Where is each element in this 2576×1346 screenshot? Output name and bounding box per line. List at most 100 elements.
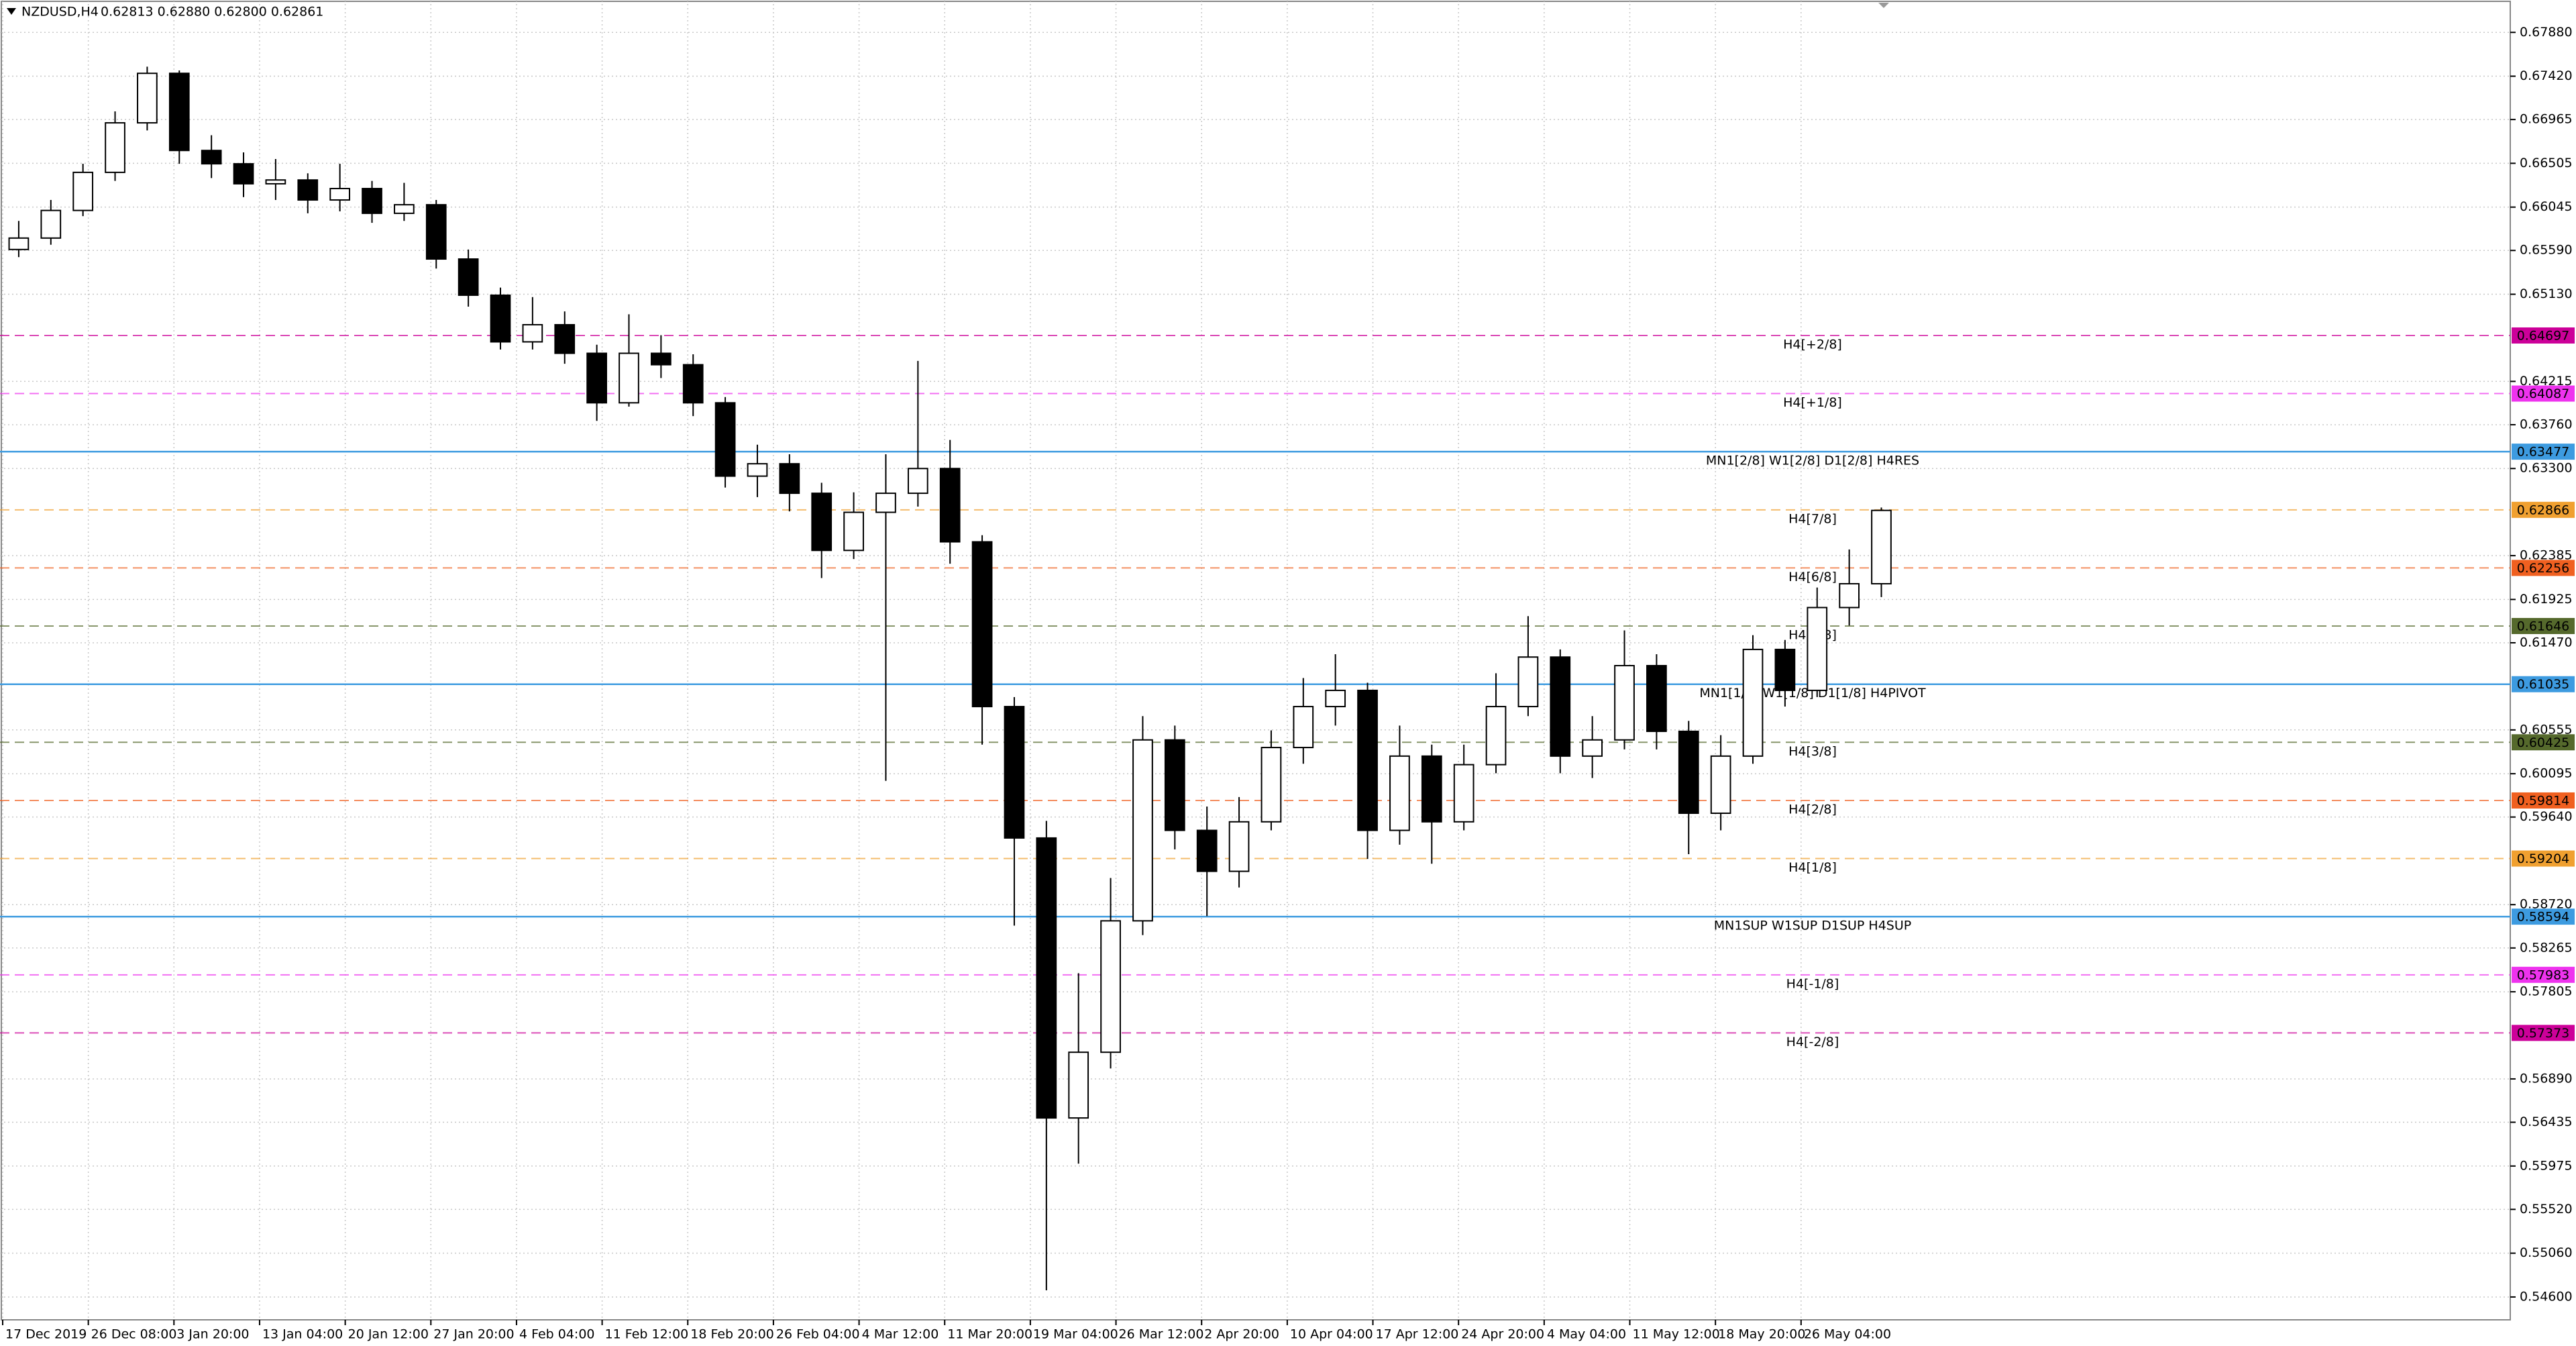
candle-body <box>1164 739 1185 831</box>
candle-body <box>1550 656 1571 757</box>
y-tick-label: 0.65130 <box>2520 287 2573 301</box>
candle-body <box>8 237 30 250</box>
x-tick-label: 13 Jan 04:00 <box>262 1327 343 1342</box>
y-tick-label: 0.55520 <box>2520 1202 2573 1216</box>
price-tag <box>2512 909 2575 925</box>
candle-body <box>1774 648 1796 691</box>
price-tag-label: 0.63477 <box>2517 445 2570 460</box>
x-tick-label: 20 Jan 12:00 <box>348 1327 429 1342</box>
candle-body <box>1710 755 1731 814</box>
price-tag-label: 0.64087 <box>2517 386 2570 401</box>
level-label: H4[7/8] <box>1788 511 1837 526</box>
price-tag-label: 0.57373 <box>2517 1026 2570 1041</box>
candle-body <box>1196 829 1218 872</box>
candle-body <box>779 463 800 495</box>
y-tick-label: 0.57805 <box>2520 984 2573 999</box>
grid <box>0 0 2510 1320</box>
candle-body <box>586 352 607 404</box>
price-tag-label: 0.59814 <box>2517 793 2570 808</box>
axes: 0.67880 0.67420 0.66965 0.66505 0.66045 0.655… <box>1 25 2575 1342</box>
y-tick-label: 0.61925 <box>2520 592 2573 607</box>
price-tag-label: 0.59204 <box>2517 851 2570 866</box>
y-tick-label: 0.58265 <box>2520 940 2573 955</box>
candle-body <box>1293 706 1314 749</box>
y-tick-label: 0.56890 <box>2520 1071 2573 1086</box>
y-tick-label: 0.63300 <box>2520 461 2573 476</box>
y-tick-label: 0.63760 <box>2520 417 2573 431</box>
x-tick-label: 27 Jan 20:00 <box>433 1327 514 1342</box>
price-tag <box>2512 444 2575 460</box>
chart-shift-marker[interactable] <box>1878 3 1889 8</box>
y-tick-label: 0.54600 <box>2520 1289 2573 1304</box>
candle-body <box>1614 665 1635 741</box>
y-tick-label: 0.65590 <box>2520 243 2573 258</box>
price-tag <box>2512 385 2575 402</box>
x-tick-label: 3 Jan 20:00 <box>176 1327 249 1342</box>
x-tick-label: 26 Dec 08:00 <box>91 1327 177 1342</box>
level-label: H4[-1/8] <box>1786 976 1839 991</box>
y-tick-label: 0.55060 <box>2520 1245 2573 1260</box>
y-tick-label: 0.60095 <box>2520 766 2573 781</box>
y-tick-label: 0.66045 <box>2520 199 2573 214</box>
y-tick-label: 0.55975 <box>2520 1158 2573 1173</box>
candles <box>8 66 1892 1291</box>
y-tick-label: 0.62385 <box>2520 548 2573 563</box>
level-label: H4[+2/8] <box>1783 337 1842 352</box>
price-tag-label: 0.57983 <box>2517 968 2570 982</box>
candle-body <box>907 468 928 495</box>
candle-body <box>747 463 768 477</box>
price-tag <box>2512 501 2575 518</box>
y-tick-label: 0.60555 <box>2520 722 2573 737</box>
candle-body <box>522 323 543 343</box>
x-tick-label: 4 May 04:00 <box>1547 1327 1626 1342</box>
x-tick-label: 17 Apr 12:00 <box>1376 1327 1459 1342</box>
y-tick-label: 0.66965 <box>2520 112 2573 127</box>
x-tick-label: 4 Feb 04:00 <box>519 1327 595 1342</box>
candle-body <box>1260 747 1282 823</box>
candle-body <box>233 163 254 185</box>
candle-body <box>1485 706 1507 766</box>
x-tick-label: 11 Mar 20:00 <box>947 1327 1032 1342</box>
y-tick-label: 0.56435 <box>2520 1115 2573 1129</box>
price-tag-label: 0.62256 <box>2517 561 2570 576</box>
price-tag-label: 0.61035 <box>2517 677 2570 692</box>
candle-body <box>265 179 286 185</box>
candle-body <box>1100 920 1121 1053</box>
candle-body <box>425 204 447 260</box>
price-tag-label: 0.60425 <box>2517 735 2570 750</box>
x-tick-label: 18 Feb 20:00 <box>690 1327 774 1342</box>
x-tick-label: 18 May 20:00 <box>1718 1327 1805 1342</box>
candle-body <box>1389 755 1410 831</box>
level-label: MN1SUP W1SUP D1SUP H4SUP <box>1714 919 1911 933</box>
symbol-menu-icon[interactable] <box>7 8 16 15</box>
candle-body <box>297 179 319 201</box>
candle-body <box>137 72 158 124</box>
level-label: MN1[2/8] W1[2/8] D1[2/8] H4RES <box>1706 454 1919 468</box>
candle-body <box>682 364 704 404</box>
price-tag-label: 0.62866 <box>2517 503 2570 517</box>
candle-body <box>168 72 190 152</box>
price-tag-label: 0.61646 <box>2517 619 2570 633</box>
candle-body <box>1517 656 1539 708</box>
candle-body <box>1068 1051 1089 1119</box>
plot-frame <box>1 1 2511 1321</box>
candle-body <box>811 493 833 552</box>
candle-body <box>1132 739 1153 922</box>
x-tick-label: 11 Feb 12:00 <box>605 1327 689 1342</box>
price-tag <box>2512 734 2575 751</box>
level-label: H4[6/8] <box>1788 570 1837 584</box>
candle-body <box>939 468 961 543</box>
x-tick-label: 2 Apr 20:00 <box>1204 1327 1279 1342</box>
level-label: H4[3/8] <box>1788 744 1837 759</box>
price-tag <box>2512 560 2575 576</box>
candle-body <box>40 209 62 239</box>
y-tick-label: 0.61470 <box>2520 635 2573 650</box>
candle-body <box>1325 689 1346 708</box>
x-tick-label: 24 Apr 20:00 <box>1461 1327 1544 1342</box>
candle-body <box>714 402 736 477</box>
y-tick-label: 0.59640 <box>2520 809 2573 824</box>
candle-body <box>362 188 382 214</box>
candle-body <box>1646 665 1667 732</box>
x-tick-label: 26 Feb 04:00 <box>776 1327 860 1342</box>
